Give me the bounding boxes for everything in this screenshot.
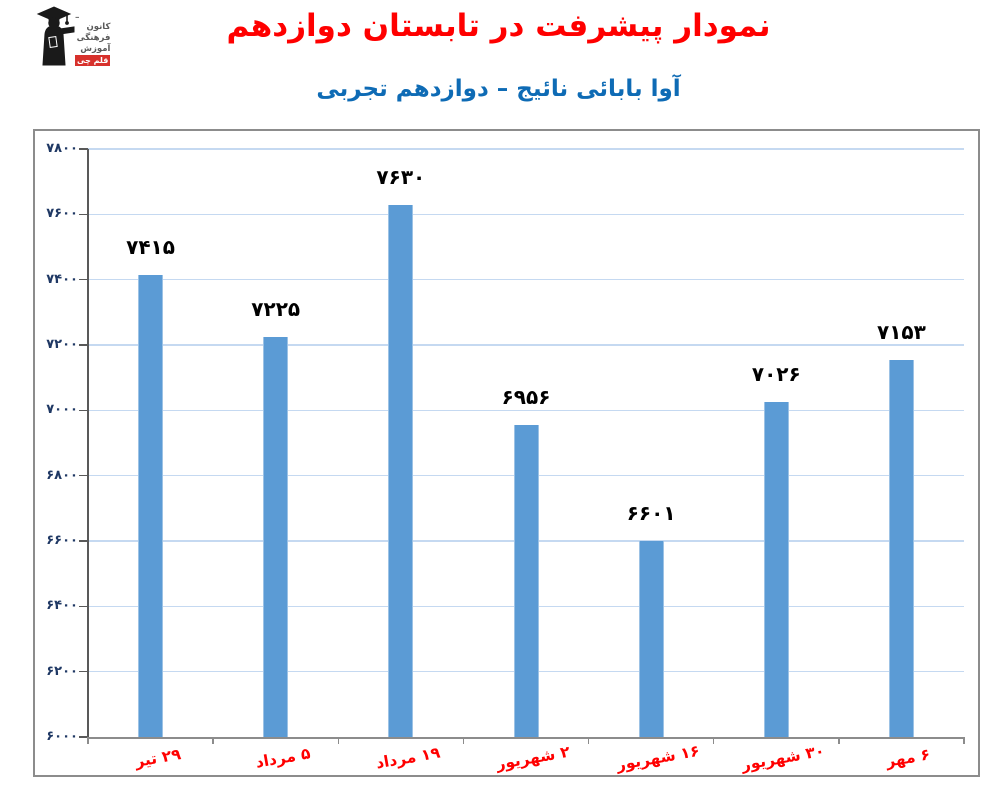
x-category-label: ۲۹ تیر <box>133 745 182 771</box>
gridline <box>88 344 964 346</box>
bar-value-label: ۷۴۱۵ <box>126 234 175 259</box>
bar <box>888 360 914 737</box>
kanoon-logo: – کانون فرهنگی آموزش قلم چی <box>33 3 113 69</box>
x-axis-tick <box>712 737 715 744</box>
y-tick-label: ۶۰۰۰ <box>46 729 78 744</box>
y-axis-tick <box>79 148 88 150</box>
y-tick-label: ۶۲۰۰ <box>46 663 78 679</box>
y-tick-label: ۶۸۰۰ <box>46 467 78 483</box>
y-axis-tick <box>79 474 88 477</box>
y-tick-label: ۷۶۰۰ <box>46 206 78 222</box>
y-axis-line <box>87 149 89 738</box>
bar <box>263 336 289 737</box>
bar <box>638 540 664 737</box>
bar-value-label: ۶۶۰۱ <box>626 500 676 525</box>
bar-value-label: ۷۰۲۶ <box>751 361 801 386</box>
y-tick-label: ۷۰۰۰ <box>46 402 78 418</box>
y-axis-tick <box>79 344 88 346</box>
y-axis-tick <box>79 605 88 608</box>
x-axis-line <box>88 737 964 739</box>
bar <box>388 204 414 737</box>
logo-badge: قلم چی <box>75 55 111 66</box>
gridline <box>88 409 964 412</box>
x-axis-tick <box>963 737 965 744</box>
x-axis-tick <box>337 737 340 744</box>
x-category-label: ۵ مرداد <box>253 744 312 772</box>
x-category-label: ۱۹ مرداد <box>374 743 442 773</box>
graduate-figure-icon <box>36 6 75 66</box>
y-tick-label: ۷۴۰۰ <box>46 271 78 287</box>
logo-line-3: آموزش <box>80 44 111 54</box>
bar <box>513 424 539 737</box>
chart-subtitle: آوا بابائی نائیج – دوازدهم تجربی <box>316 76 681 102</box>
y-tick-label: ۷۸۰۰ <box>46 141 78 156</box>
logo-dash: – <box>75 13 80 23</box>
gridline <box>88 278 964 281</box>
gridline <box>88 213 964 216</box>
x-category-label: ۶ مهر <box>885 745 932 771</box>
x-category-label: ۲ شهریور <box>494 742 572 774</box>
y-tick-label: ۶۴۰۰ <box>46 598 78 614</box>
x-axis-tick <box>587 737 590 744</box>
logo-text: – کانون فرهنگی آموزش قلم چی <box>75 3 111 69</box>
bar-chart: ۶۰۰۰ ۶۲۰۰ ۶۴۰۰ ۶۶۰۰ ۶۸۰۰ ۷۰۰۰ ۷۲۰۰ ۷۴۰۰ ۷۶۰۰ ۷۸۰۰… <box>35 131 978 775</box>
x-category-label: ۳۰ شهریور <box>740 741 827 775</box>
gridline <box>88 148 964 150</box>
bar-value-label: ۶۹۵۶ <box>501 384 551 409</box>
bar <box>763 401 789 737</box>
chart-title: نمودار پیشرفت در تابستان دوازدهم <box>226 8 771 44</box>
y-axis-tick <box>79 213 88 216</box>
chart-frame: ۶۰۰۰ ۶۲۰۰ ۶۴۰۰ ۶۶۰۰ ۶۸۰۰ ۷۰۰۰ ۷۲۰۰ ۷۴۰۰ ۷۶۰۰ ۷۸۰۰… <box>33 129 980 777</box>
logo-line-2: فرهنگی <box>76 33 111 43</box>
y-axis-tick <box>79 670 88 673</box>
y-tick-label: ۷۲۰۰ <box>46 337 78 352</box>
y-axis-tick <box>79 540 88 542</box>
y-tick-label: ۶۶۰۰ <box>46 533 78 548</box>
bar-value-label: ۷۲۲۵ <box>251 296 301 321</box>
y-axis-tick <box>79 278 88 281</box>
logo-line-1: کانون <box>86 22 111 32</box>
bar <box>138 274 164 737</box>
y-axis-tick <box>79 736 88 738</box>
x-category-label: ۱۶ شهریور <box>615 741 702 775</box>
x-axis-tick <box>838 737 840 744</box>
x-axis-tick <box>212 737 214 744</box>
bar-value-label: ۷۶۳۰ <box>376 164 426 189</box>
x-axis-tick <box>462 737 465 744</box>
y-axis-tick <box>79 409 88 412</box>
x-axis-tick <box>87 737 89 744</box>
bar-value-label: ۷۱۵۳ <box>877 320 926 345</box>
